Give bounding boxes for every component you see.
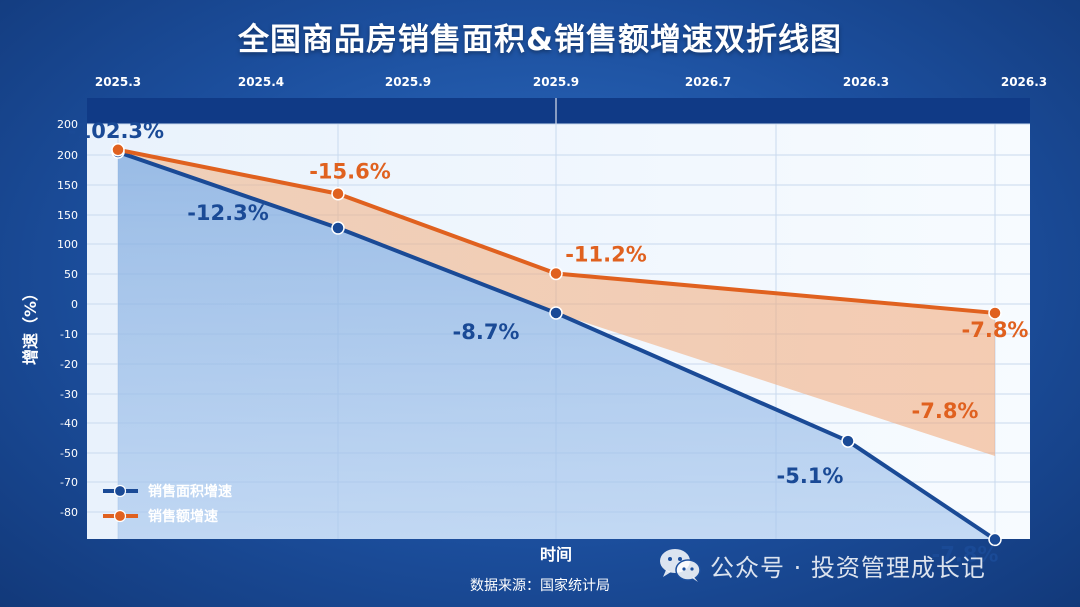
y-tick-label: 150 xyxy=(57,209,78,222)
data-label: -12.3% xyxy=(187,201,269,225)
y-axis-ticks: 200 200 150 150 100 50 0 -10 -20 -30 -40 -50 -70 -80 xyxy=(57,118,78,519)
point-销售额增速 xyxy=(988,306,1002,320)
x-tick-label: 2026.3 xyxy=(1001,75,1047,89)
y-tick-label: -10 xyxy=(60,328,78,341)
y-tick-label: 100 xyxy=(57,238,78,251)
x-tick-label: 2025.3 xyxy=(95,75,141,89)
x-tick-label: 2025.9 xyxy=(385,75,431,89)
data-source: 数据来源：国家统计局 xyxy=(470,578,610,594)
watermark-text: 公众号 · 投资管理成长记 xyxy=(710,553,986,582)
legend-label: 销售面积增速 xyxy=(148,483,232,500)
y-tick-label: -70 xyxy=(60,476,78,489)
watermark: 公众号 · 投资管理成长记 xyxy=(658,547,986,583)
x-axis-ticks: 2025.3 2025.4 2025.9 2025.9 2026.7 2026.3 2026… xyxy=(95,75,1047,89)
point-销售额增速 xyxy=(549,266,563,281)
y-tick-label: 200 xyxy=(57,118,78,131)
point-销售面积增速 xyxy=(331,221,345,235)
data-label: -11.2% xyxy=(565,242,647,266)
data-label: -102.3% xyxy=(68,119,164,143)
y-tick-label: -50 xyxy=(60,447,78,460)
data-label: -8.7% xyxy=(453,320,520,344)
y-tick-label: -80 xyxy=(60,506,78,519)
data-label: -5.1% xyxy=(777,464,844,488)
y-tick-label: 150 xyxy=(57,179,78,192)
legend-marker-销售额增速 xyxy=(113,509,127,523)
top-axis-band xyxy=(87,98,1030,124)
x-tick-label: 2025.4 xyxy=(238,75,284,89)
data-labels: -102.3% -12.3% -8.7% -5.1% -7.8% -15.6% -11.2%… xyxy=(68,119,1029,566)
point-销售额增速 xyxy=(331,186,345,201)
point-销售面积增速 xyxy=(549,306,563,320)
data-label: -15.6% xyxy=(309,160,391,184)
legend-label: 销售额增速 xyxy=(148,508,218,525)
y-axis-label: 增速（%） xyxy=(21,285,40,365)
x-tick-label: 2026.3 xyxy=(843,75,889,89)
x-tick-label: 2026.7 xyxy=(685,75,731,89)
point-销售额增速 xyxy=(111,143,125,157)
data-label: -7.8% xyxy=(932,542,999,566)
y-tick-label: 0 xyxy=(71,298,78,311)
x-axis-label: 时间 xyxy=(540,545,572,564)
legend-marker-销售面积增速 xyxy=(113,484,127,498)
y-tick-label: 50 xyxy=(64,268,78,281)
point-销售面积增速 xyxy=(841,434,855,448)
y-tick-label: -40 xyxy=(60,417,78,430)
y-tick-label: 200 xyxy=(57,149,78,162)
point-销售面积增速 xyxy=(988,532,1002,547)
wechat-icon xyxy=(660,549,701,582)
y-tick-label: -30 xyxy=(60,388,78,401)
series-points xyxy=(111,143,1002,547)
data-label: -7.8% xyxy=(962,318,1029,342)
annotation-label: -7.8% xyxy=(912,399,979,423)
area-销售面积增速 xyxy=(118,152,995,540)
chart-title: 全国商品房销售面积&销售额增速双折线图 xyxy=(237,22,843,58)
y-tick-label: -20 xyxy=(60,358,78,371)
x-tick-label: 2025.9 xyxy=(533,75,579,89)
line-销售额增速 xyxy=(117,147,996,315)
